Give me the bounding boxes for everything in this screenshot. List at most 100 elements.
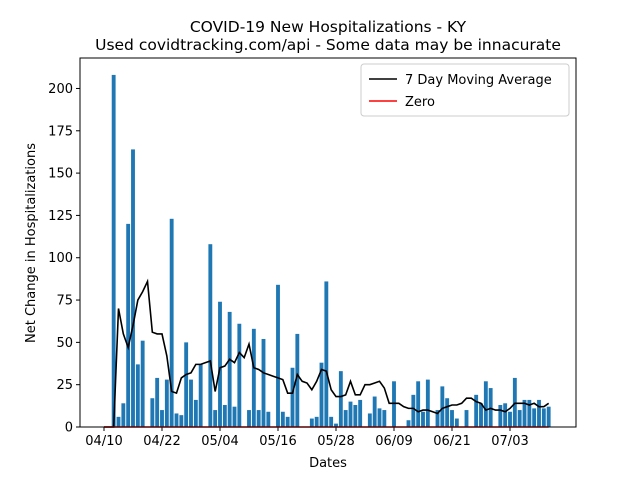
- legend: 7 Day Moving Average Zero: [360, 63, 570, 117]
- x-tick-label: 07/03: [491, 434, 528, 449]
- bar: [546, 406, 551, 427]
- bar: [280, 411, 285, 427]
- bar: [503, 403, 508, 427]
- bar: [155, 377, 160, 427]
- legend-label: 7 Day Moving Average: [405, 73, 552, 88]
- bar: [213, 410, 218, 427]
- bar: [464, 410, 469, 427]
- plot-frame: [79, 57, 577, 428]
- y-tick-label: 150: [48, 167, 73, 182]
- x-axis-label: Dates: [309, 456, 347, 471]
- bar: [232, 406, 237, 427]
- bar: [406, 420, 411, 427]
- bar: [169, 218, 174, 427]
- bar: [237, 323, 242, 427]
- y-axis-label: Net Change in Hospitalizations: [24, 143, 39, 343]
- bar: [222, 404, 227, 427]
- bar: [256, 410, 261, 427]
- bar: [174, 413, 179, 427]
- y-tick-label: 100: [48, 251, 73, 266]
- bar: [479, 403, 483, 427]
- bar: [377, 408, 382, 427]
- y-tick-label: 50: [56, 336, 73, 351]
- bar: [537, 399, 541, 427]
- bar: [522, 399, 527, 427]
- bar: [218, 301, 222, 427]
- bar: [198, 364, 203, 427]
- bar: [309, 418, 314, 427]
- bar: [445, 398, 450, 427]
- bar: [382, 410, 387, 427]
- chart-title: COVID-19 New Hospitalizations - KY: [190, 18, 467, 36]
- bar: [440, 386, 445, 427]
- bar: [367, 413, 372, 427]
- bar: [189, 379, 193, 427]
- x-tick-label: 05/16: [259, 434, 296, 449]
- bar: [334, 423, 338, 427]
- bar: [111, 74, 116, 427]
- bar: [435, 410, 440, 427]
- x-tick-label: 06/09: [375, 434, 412, 449]
- y-tick-label: 200: [48, 82, 73, 97]
- bar: [421, 411, 425, 427]
- chart-subtitle: Used covidtracking.com/api - Some data m…: [95, 36, 561, 54]
- x-tick-label: 04/10: [85, 434, 122, 449]
- legend-box: [360, 63, 570, 117]
- bar: [353, 404, 358, 427]
- bar: [508, 411, 512, 427]
- bar: [483, 381, 488, 427]
- bar: [131, 149, 135, 427]
- legend-label: Zero: [405, 95, 435, 110]
- bar: [532, 408, 537, 427]
- bar: [160, 410, 164, 427]
- bar: [411, 394, 416, 427]
- bar: [343, 410, 348, 427]
- bar: [450, 410, 454, 427]
- bar: [164, 379, 169, 427]
- bar: [140, 340, 145, 427]
- y-tick-label: 75: [56, 294, 73, 309]
- bar: [372, 396, 377, 427]
- x-tick-label: 05/28: [317, 434, 354, 449]
- bar: [527, 399, 532, 427]
- bar: [392, 381, 396, 427]
- y-tick-label: 0: [65, 421, 73, 436]
- bar: [416, 381, 421, 427]
- bar: [474, 394, 479, 427]
- y-tick-label: 175: [48, 124, 73, 139]
- y-tick-label: 25: [56, 378, 73, 393]
- bar: [121, 403, 126, 427]
- bar: [193, 399, 198, 427]
- bar: [329, 416, 334, 427]
- bar: [266, 411, 271, 427]
- bar: [358, 399, 363, 427]
- bar: [314, 416, 319, 427]
- x-tick-label: 05/04: [201, 434, 238, 449]
- bar: [285, 416, 290, 427]
- bar: [541, 408, 546, 427]
- bar: [295, 333, 300, 427]
- bar: [227, 311, 232, 427]
- bar: [498, 404, 503, 427]
- bar: [290, 367, 295, 427]
- bar: [517, 410, 522, 427]
- bar: [425, 379, 430, 427]
- bar: [454, 418, 459, 427]
- bar: [261, 338, 266, 427]
- x-tick-label: 04/22: [143, 434, 180, 449]
- y-tick-label: 125: [48, 209, 73, 224]
- bar: [135, 364, 140, 427]
- bar: [247, 410, 251, 427]
- bar: [348, 401, 353, 427]
- line-series: [104, 278, 550, 428]
- bar: [324, 281, 329, 427]
- bar: [179, 415, 184, 427]
- bar: [126, 223, 131, 427]
- bar: [512, 377, 517, 427]
- bar: [251, 328, 256, 427]
- bar: [319, 362, 324, 427]
- bar: [276, 284, 280, 427]
- bar: [208, 244, 213, 427]
- x-tick-label: 06/21: [433, 434, 470, 449]
